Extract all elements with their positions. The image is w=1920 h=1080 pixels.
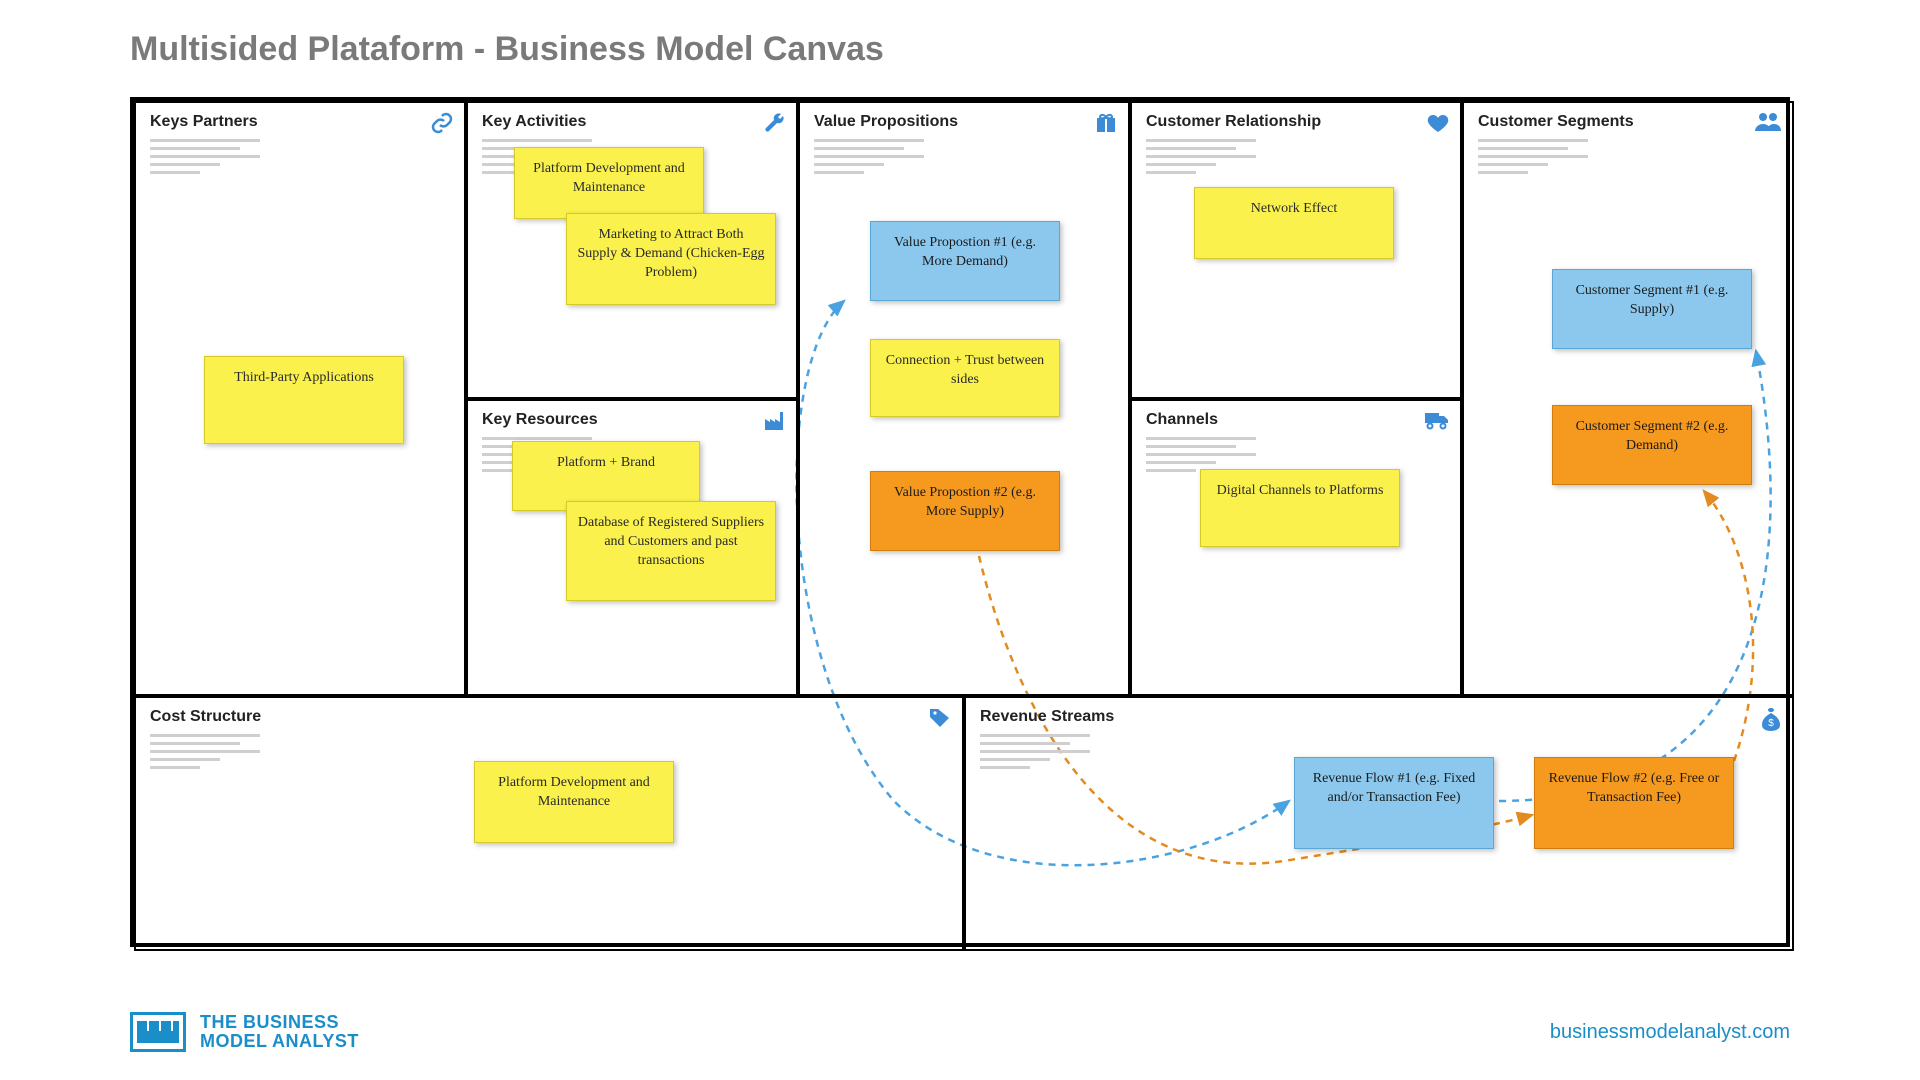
sticky-note: Value Propostion #1 (e.g. More Demand) bbox=[870, 221, 1060, 301]
sticky-note: Third-Party Applications bbox=[204, 356, 404, 444]
cell-title: Keys Partners bbox=[150, 113, 450, 131]
cell-title: Cost Structure bbox=[150, 708, 948, 726]
cell-channels: Channels bbox=[1130, 399, 1462, 696]
users-icon bbox=[1754, 111, 1782, 139]
wrench-icon bbox=[762, 111, 786, 141]
heart-icon bbox=[1426, 111, 1450, 141]
sticky-note: Network Effect bbox=[1194, 187, 1394, 259]
gift-icon bbox=[1094, 111, 1118, 141]
sticky-note: Customer Segment #2 (e.g. Demand) bbox=[1552, 405, 1752, 485]
brand-line2: MODEL ANALYST bbox=[200, 1032, 359, 1051]
sticky-note: Revenue Flow #1 (e.g. Fixed and/or Trans… bbox=[1294, 757, 1494, 849]
tag-icon bbox=[928, 706, 952, 736]
sticky-note: Platform Development and Maintenance bbox=[474, 761, 674, 843]
footer: THE BUSINESS MODEL ANALYST businessmodel… bbox=[130, 1012, 1790, 1052]
svg-text:$: $ bbox=[1768, 718, 1774, 729]
brand-logo-icon bbox=[130, 1012, 186, 1052]
factory-icon bbox=[762, 409, 786, 439]
cell-title: Customer Segments bbox=[1478, 113, 1778, 131]
link-icon bbox=[430, 111, 454, 141]
sticky-note: Value Propostion #2 (e.g. More Supply) bbox=[870, 471, 1060, 551]
sticky-note: Connection + Trust between sides bbox=[870, 339, 1060, 417]
sticky-note: Customer Segment #1 (e.g. Supply) bbox=[1552, 269, 1752, 349]
cell-title: Key Resources bbox=[482, 411, 782, 429]
cell-title: Key Activities bbox=[482, 113, 782, 131]
sticky-note: Digital Channels to Platforms bbox=[1200, 469, 1400, 547]
sticky-note: Revenue Flow #2 (e.g. Free or Transactio… bbox=[1534, 757, 1734, 849]
page-title: Multisided Plataform - Business Model Ca… bbox=[130, 30, 1790, 69]
sticky-note: Marketing to Attract Both Supply & Deman… bbox=[566, 213, 776, 305]
cell-title: Channels bbox=[1146, 411, 1446, 429]
cell-title: Value Propositions bbox=[814, 113, 1114, 131]
truck-icon bbox=[1424, 409, 1450, 437]
brand-line1: THE BUSINESS bbox=[200, 1013, 359, 1032]
brand: THE BUSINESS MODEL ANALYST bbox=[130, 1012, 359, 1052]
money-icon: $ bbox=[1760, 706, 1782, 738]
sticky-note: Platform Development and Maintenance bbox=[514, 147, 704, 219]
cell-title: Customer Relationship bbox=[1146, 113, 1446, 131]
sticky-note: Database of Registered Suppliers and Cus… bbox=[566, 501, 776, 601]
cell-cust-segments: Customer Segments bbox=[1462, 101, 1794, 696]
business-model-canvas: Keys Partners Key Activities Key Resources… bbox=[130, 97, 1790, 947]
cell-title: Revenue Streams bbox=[980, 708, 1778, 726]
site-link: businessmodelanalyst.com bbox=[1550, 1021, 1790, 1044]
